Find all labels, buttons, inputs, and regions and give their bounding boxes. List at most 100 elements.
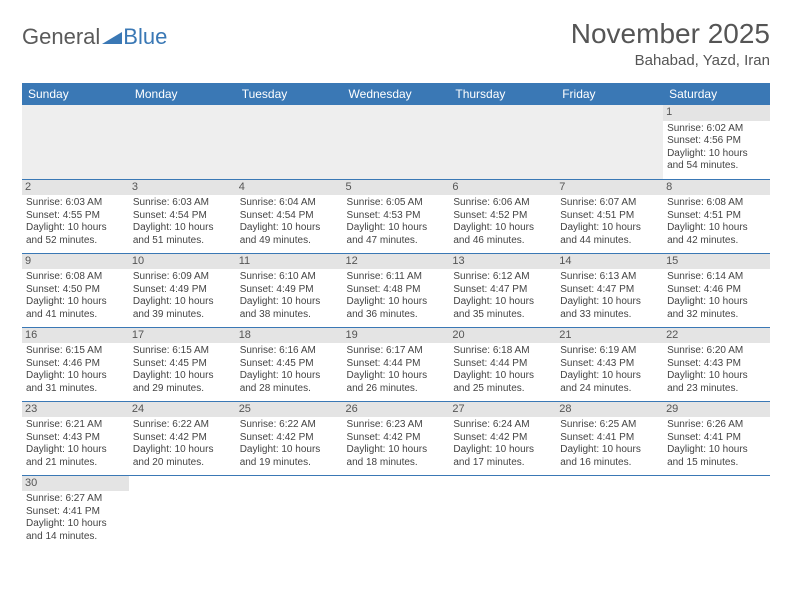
daylight-text: Daylight: 10 hours and 46 minutes. [453, 222, 552, 247]
sunset-text: Sunset: 4:49 PM [240, 284, 339, 297]
calendar-empty-cell [449, 105, 556, 179]
sunset-text: Sunset: 4:41 PM [26, 506, 125, 519]
sunrise-text: Sunrise: 6:06 AM [453, 197, 552, 210]
daylight-text: Daylight: 10 hours and 28 minutes. [240, 370, 339, 395]
calendar-day-cell: 24Sunrise: 6:22 AMSunset: 4:42 PMDayligh… [129, 401, 236, 475]
calendar-day-cell: 8Sunrise: 6:08 AMSunset: 4:51 PMDaylight… [663, 179, 770, 253]
sunset-text: Sunset: 4:41 PM [560, 432, 659, 445]
calendar-day-cell: 26Sunrise: 6:23 AMSunset: 4:42 PMDayligh… [343, 401, 450, 475]
calendar-week-row: 16Sunrise: 6:15 AMSunset: 4:46 PMDayligh… [22, 327, 770, 401]
sunrise-text: Sunrise: 6:21 AM [26, 419, 125, 432]
day-number: 29 [663, 402, 770, 418]
sunset-text: Sunset: 4:41 PM [667, 432, 766, 445]
sunrise-text: Sunrise: 6:18 AM [453, 345, 552, 358]
calendar-empty-cell [343, 105, 450, 179]
daylight-text: Daylight: 10 hours and 14 minutes. [26, 518, 125, 543]
sunset-text: Sunset: 4:50 PM [26, 284, 125, 297]
daylight-text: Daylight: 10 hours and 21 minutes. [26, 444, 125, 469]
daylight-text: Daylight: 10 hours and 35 minutes. [453, 296, 552, 321]
sunrise-text: Sunrise: 6:22 AM [240, 419, 339, 432]
day-number: 30 [22, 476, 129, 492]
weekday-header-row: SundayMondayTuesdayWednesdayThursdayFrid… [22, 83, 770, 105]
daylight-text: Daylight: 10 hours and 18 minutes. [347, 444, 446, 469]
daylight-text: Daylight: 10 hours and 23 minutes. [667, 370, 766, 395]
sunrise-text: Sunrise: 6:26 AM [667, 419, 766, 432]
calendar-body: 1Sunrise: 6:02 AMSunset: 4:56 PMDaylight… [22, 105, 770, 549]
calendar-table: SundayMondayTuesdayWednesdayThursdayFrid… [22, 83, 770, 549]
daylight-text: Daylight: 10 hours and 32 minutes. [667, 296, 766, 321]
calendar-week-row: 23Sunrise: 6:21 AMSunset: 4:43 PMDayligh… [22, 401, 770, 475]
sunrise-text: Sunrise: 6:07 AM [560, 197, 659, 210]
sunrise-text: Sunrise: 6:16 AM [240, 345, 339, 358]
calendar-empty-cell [236, 105, 343, 179]
day-number: 22 [663, 328, 770, 344]
sunrise-text: Sunrise: 6:19 AM [560, 345, 659, 358]
day-number: 28 [556, 402, 663, 418]
calendar-day-cell: 17Sunrise: 6:15 AMSunset: 4:45 PMDayligh… [129, 327, 236, 401]
calendar-day-cell: 25Sunrise: 6:22 AMSunset: 4:42 PMDayligh… [236, 401, 343, 475]
sunrise-text: Sunrise: 6:25 AM [560, 419, 659, 432]
calendar-day-cell: 6Sunrise: 6:06 AMSunset: 4:52 PMDaylight… [449, 179, 556, 253]
sunset-text: Sunset: 4:44 PM [453, 358, 552, 371]
day-number: 15 [663, 254, 770, 270]
brand-part2: Blue [123, 24, 167, 50]
daylight-text: Daylight: 10 hours and 41 minutes. [26, 296, 125, 321]
sunrise-text: Sunrise: 6:23 AM [347, 419, 446, 432]
calendar-day-cell: 7Sunrise: 6:07 AMSunset: 4:51 PMDaylight… [556, 179, 663, 253]
calendar-week-row: 2Sunrise: 6:03 AMSunset: 4:55 PMDaylight… [22, 179, 770, 253]
calendar-day-cell: 11Sunrise: 6:10 AMSunset: 4:49 PMDayligh… [236, 253, 343, 327]
calendar-empty-cell [556, 105, 663, 179]
sunset-text: Sunset: 4:51 PM [667, 210, 766, 223]
sunset-text: Sunset: 4:45 PM [133, 358, 232, 371]
calendar-day-cell: 15Sunrise: 6:14 AMSunset: 4:46 PMDayligh… [663, 253, 770, 327]
sunrise-text: Sunrise: 6:22 AM [133, 419, 232, 432]
day-number-empty [343, 105, 450, 121]
sunrise-text: Sunrise: 6:10 AM [240, 271, 339, 284]
calendar-day-cell: 9Sunrise: 6:08 AMSunset: 4:50 PMDaylight… [22, 253, 129, 327]
sunrise-text: Sunrise: 6:09 AM [133, 271, 232, 284]
day-number: 26 [343, 402, 450, 418]
sunset-text: Sunset: 4:47 PM [453, 284, 552, 297]
day-number: 10 [129, 254, 236, 270]
calendar-day-cell: 12Sunrise: 6:11 AMSunset: 4:48 PMDayligh… [343, 253, 450, 327]
calendar-week-row: 30Sunrise: 6:27 AMSunset: 4:41 PMDayligh… [22, 475, 770, 549]
sunset-text: Sunset: 4:43 PM [667, 358, 766, 371]
day-number-empty [663, 476, 770, 492]
calendar-day-cell: 4Sunrise: 6:04 AMSunset: 4:54 PMDaylight… [236, 179, 343, 253]
day-number-empty [236, 476, 343, 492]
calendar-week-row: 9Sunrise: 6:08 AMSunset: 4:50 PMDaylight… [22, 253, 770, 327]
sunset-text: Sunset: 4:48 PM [347, 284, 446, 297]
location-label: Bahabad, Yazd, Iran [571, 52, 770, 69]
calendar-day-cell: 3Sunrise: 6:03 AMSunset: 4:54 PMDaylight… [129, 179, 236, 253]
day-number: 4 [236, 180, 343, 196]
page-title: November 2025 [571, 18, 770, 50]
calendar-empty-cell [663, 475, 770, 549]
day-number: 7 [556, 180, 663, 196]
sunset-text: Sunset: 4:42 PM [133, 432, 232, 445]
sunset-text: Sunset: 4:43 PM [26, 432, 125, 445]
day-number: 2 [22, 180, 129, 196]
sunrise-text: Sunrise: 6:05 AM [347, 197, 446, 210]
sunrise-text: Sunrise: 6:11 AM [347, 271, 446, 284]
daylight-text: Daylight: 10 hours and 17 minutes. [453, 444, 552, 469]
day-number: 25 [236, 402, 343, 418]
calendar-empty-cell [556, 475, 663, 549]
sunset-text: Sunset: 4:46 PM [667, 284, 766, 297]
day-number: 12 [343, 254, 450, 270]
sunrise-text: Sunrise: 6:20 AM [667, 345, 766, 358]
sunset-text: Sunset: 4:44 PM [347, 358, 446, 371]
day-number-empty [236, 105, 343, 121]
sunset-text: Sunset: 4:42 PM [453, 432, 552, 445]
daylight-text: Daylight: 10 hours and 54 minutes. [667, 148, 766, 173]
weekday-header: Thursday [449, 83, 556, 105]
day-number: 3 [129, 180, 236, 196]
sunset-text: Sunset: 4:42 PM [347, 432, 446, 445]
day-number: 16 [22, 328, 129, 344]
day-number-empty [343, 476, 450, 492]
sunset-text: Sunset: 4:46 PM [26, 358, 125, 371]
brand-part1: General [22, 24, 100, 50]
day-number-empty [556, 476, 663, 492]
sunrise-text: Sunrise: 6:02 AM [667, 123, 766, 136]
calendar-empty-cell [129, 105, 236, 179]
day-number-empty [129, 105, 236, 121]
